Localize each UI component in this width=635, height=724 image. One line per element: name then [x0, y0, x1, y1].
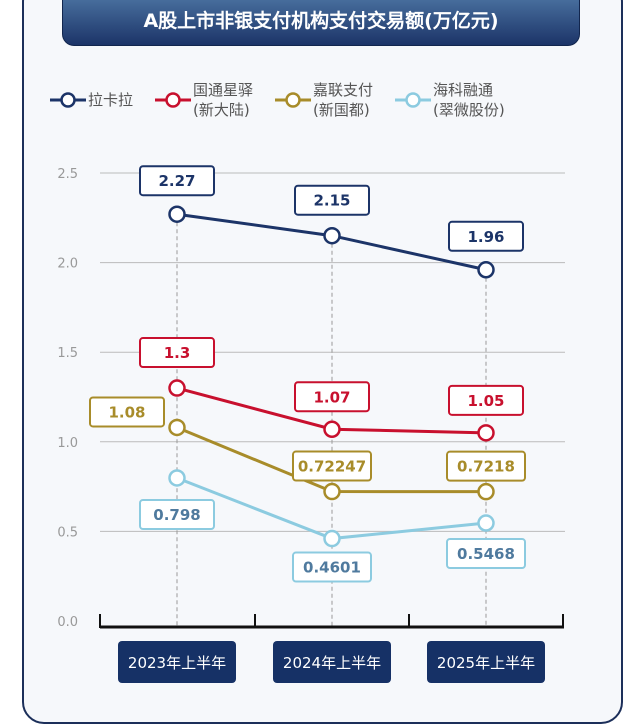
legend-label: 拉卡拉 — [88, 91, 134, 109]
data-point — [323, 529, 341, 548]
y-tick-label: 1.0 — [57, 436, 78, 451]
chart-title: A股上市非银支付机构支付交易额(万亿元) — [62, 0, 580, 46]
data-point — [323, 420, 341, 439]
data-label: 0.5468 — [457, 545, 515, 563]
data-label-box — [139, 165, 215, 197]
data-point — [168, 418, 186, 437]
category-label: 2025年上半年 — [427, 641, 545, 683]
legend-label: 海科融通 — [433, 81, 494, 99]
legend: 拉卡拉 国通星驿 (新大陆) 嘉联支付 (新国都) 海科融通 (翠微股份) — [48, 80, 525, 120]
y-tick-label: 2.5 — [57, 167, 78, 182]
legend-marker — [165, 92, 181, 108]
legend-item-guotong: 国通星驿 (新大陆) — [153, 80, 253, 120]
legend-marker — [285, 92, 301, 108]
data-point — [477, 424, 495, 442]
category-label: 2023年上半年 — [118, 641, 236, 683]
legend-marker-icon — [275, 92, 312, 108]
data-point — [477, 261, 495, 279]
legend-item-haike: 海科融通 (翠微股份) — [393, 80, 505, 120]
legend-marker-icon — [155, 92, 192, 108]
data-label-box — [446, 450, 526, 482]
data-label-box — [139, 498, 215, 530]
legend-label: 国通星驿 — [193, 81, 254, 99]
legend-marker-icon — [395, 92, 432, 108]
data-label-box — [294, 184, 370, 216]
data-label-box — [292, 551, 372, 583]
data-label: 0.4601 — [303, 559, 361, 577]
data-point — [168, 379, 186, 397]
legend-item-lakala: 拉卡拉 — [48, 80, 133, 120]
data-label: 1.08 — [108, 403, 145, 421]
data-label-box — [448, 384, 524, 416]
legend-sublabel: (新国都) — [313, 101, 370, 119]
data-label: 2.15 — [313, 192, 350, 210]
data-label-box — [448, 220, 524, 252]
data-label: 1.05 — [467, 392, 504, 410]
data-label: 0.72247 — [298, 458, 366, 476]
data-label: 0.7218 — [457, 458, 515, 476]
legend-marker-icon — [50, 92, 86, 108]
data-label-box — [292, 450, 372, 482]
legend-item-jialian: 嘉联支付 (新国都) — [273, 80, 373, 120]
data-label-box — [446, 538, 526, 570]
data-point — [477, 514, 495, 532]
legend-marker — [405, 92, 421, 108]
data-label: 1.07 — [313, 388, 350, 406]
legend-label: 嘉联支付 — [313, 81, 374, 99]
legend-marker — [60, 92, 76, 108]
legend-sublabel: (翠微股份) — [433, 101, 505, 119]
data-point — [168, 205, 186, 223]
data-point — [323, 482, 341, 501]
y-tick-label: 2.0 — [57, 257, 78, 272]
data-label: 2.27 — [158, 172, 195, 190]
data-label-box — [139, 337, 215, 369]
data-point — [323, 226, 341, 245]
data-label: 1.3 — [164, 344, 191, 362]
data-label-box — [294, 381, 370, 413]
data-label-box — [89, 396, 165, 428]
y-tick-label: 0.5 — [57, 525, 78, 540]
data-label: 1.96 — [467, 228, 504, 246]
data-point — [168, 469, 186, 487]
chart-card — [22, 0, 623, 724]
y-tick-label: 1.5 — [57, 346, 78, 361]
data-point — [477, 482, 495, 501]
category-label: 2024年上半年 — [273, 641, 391, 683]
legend-sublabel: (新大陆) — [193, 101, 250, 119]
y-tick-label: 0.0 — [57, 615, 78, 630]
data-label: 0.798 — [153, 506, 200, 524]
